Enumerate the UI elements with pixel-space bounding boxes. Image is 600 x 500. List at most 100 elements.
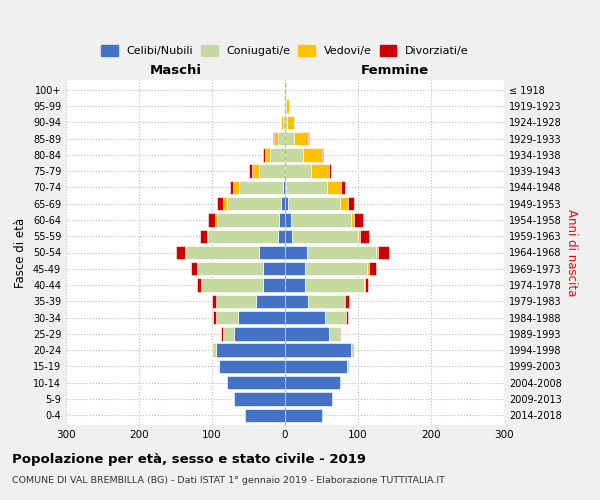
Bar — [285, 246, 307, 259]
Bar — [288, 197, 340, 210]
Bar — [212, 294, 215, 308]
Bar — [308, 132, 309, 145]
Bar — [230, 180, 233, 194]
Bar — [185, 246, 187, 259]
Bar — [305, 262, 367, 276]
Bar — [376, 246, 378, 259]
Bar — [252, 164, 259, 178]
Bar — [259, 164, 285, 178]
Bar — [364, 278, 365, 291]
Bar — [292, 230, 358, 243]
Bar — [265, 148, 271, 162]
Bar — [285, 164, 311, 178]
Bar — [239, 180, 283, 194]
Text: Maschi: Maschi — [149, 64, 202, 76]
Bar — [286, 180, 326, 194]
Bar — [214, 311, 215, 324]
Bar — [285, 294, 308, 308]
Bar — [285, 197, 288, 210]
Bar — [200, 230, 207, 243]
Bar — [197, 262, 263, 276]
Bar — [215, 214, 217, 226]
Bar — [218, 360, 220, 373]
Bar — [285, 214, 291, 226]
Bar — [278, 132, 285, 145]
Bar — [329, 327, 339, 340]
Bar — [283, 180, 285, 194]
Bar — [285, 311, 325, 324]
Bar — [378, 246, 389, 259]
Bar — [285, 132, 294, 145]
Bar — [329, 164, 331, 178]
Text: COMUNE DI VAL BREMBILLA (BG) - Dati ISTAT 1° gennaio 2019 - Elaborazione TUTTITA: COMUNE DI VAL BREMBILLA (BG) - Dati ISTA… — [12, 476, 445, 485]
Bar — [339, 327, 340, 340]
Bar — [284, 100, 285, 112]
Bar — [285, 180, 286, 194]
Bar — [234, 327, 285, 340]
Bar — [207, 230, 208, 243]
Bar — [245, 408, 285, 422]
Bar — [217, 214, 279, 226]
Bar — [191, 262, 197, 276]
Bar — [176, 246, 185, 259]
Bar — [291, 214, 350, 226]
Bar — [223, 327, 234, 340]
Bar — [285, 262, 305, 276]
Bar — [215, 294, 256, 308]
Bar — [369, 262, 376, 276]
Bar — [285, 100, 286, 112]
Bar — [285, 408, 322, 422]
Bar — [303, 148, 322, 162]
Bar — [248, 164, 252, 178]
Bar — [365, 278, 368, 291]
Bar — [340, 197, 348, 210]
Legend: Celibi/Nubili, Coniugati/e, Vedovi/e, Divorziati/e: Celibi/Nubili, Coniugati/e, Vedovi/e, Di… — [97, 40, 473, 60]
Bar — [285, 344, 350, 357]
Bar — [350, 344, 355, 357]
Text: Popolazione per età, sesso e stato civile - 2019: Popolazione per età, sesso e stato civil… — [12, 452, 366, 466]
Bar — [212, 344, 215, 357]
Bar — [285, 360, 347, 373]
Bar — [283, 116, 285, 129]
Bar — [215, 344, 285, 357]
Bar — [220, 360, 285, 373]
Bar — [285, 376, 340, 390]
Bar — [259, 246, 285, 259]
Bar — [271, 148, 285, 162]
Bar — [274, 132, 278, 145]
Bar — [345, 294, 349, 308]
Bar — [278, 230, 285, 243]
Bar — [294, 132, 308, 145]
Bar — [287, 116, 295, 129]
Bar — [272, 132, 274, 145]
Bar — [307, 246, 376, 259]
Bar — [227, 376, 285, 390]
Bar — [263, 262, 285, 276]
Bar — [263, 148, 265, 162]
Bar — [279, 214, 285, 226]
Y-axis label: Fasce di età: Fasce di età — [14, 218, 27, 288]
Bar — [286, 100, 289, 112]
Bar — [208, 214, 215, 226]
Bar — [285, 327, 329, 340]
Bar — [348, 197, 353, 210]
Bar — [308, 294, 345, 308]
Bar — [355, 214, 363, 226]
Bar — [227, 197, 281, 210]
Bar — [256, 294, 285, 308]
Bar — [281, 197, 285, 210]
Bar — [358, 230, 360, 243]
Bar — [311, 164, 329, 178]
Bar — [263, 278, 285, 291]
Bar — [281, 116, 283, 129]
Bar — [347, 360, 349, 373]
Bar — [201, 278, 263, 291]
Bar — [221, 327, 223, 340]
Y-axis label: Anni di nascita: Anni di nascita — [565, 209, 578, 296]
Bar — [322, 148, 323, 162]
Bar — [346, 311, 348, 324]
Bar — [350, 214, 355, 226]
Bar — [326, 180, 341, 194]
Bar — [238, 311, 285, 324]
Bar — [285, 148, 303, 162]
